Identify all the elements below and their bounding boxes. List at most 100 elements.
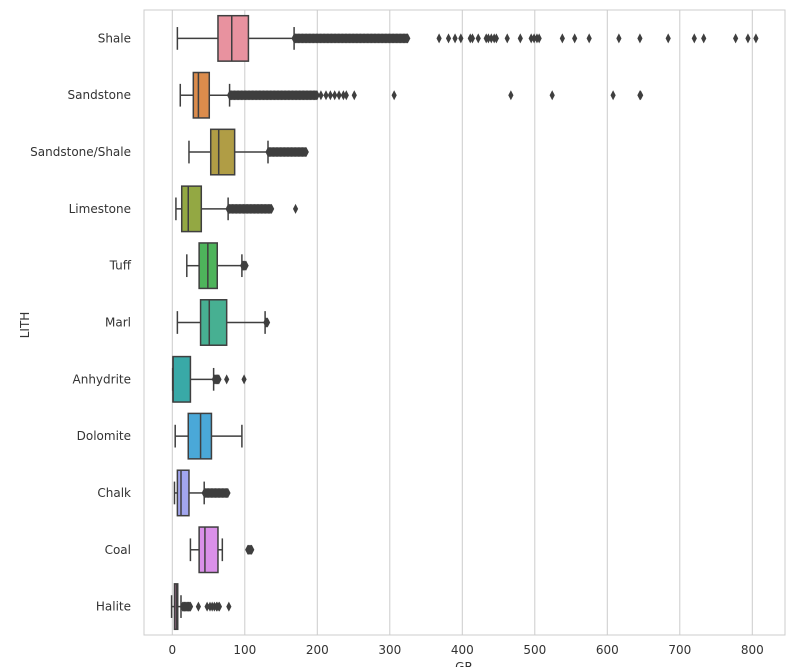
box-marl: [176, 299, 271, 346]
y-tick-label: Sandstone/Shale: [30, 145, 131, 159]
outlier-point: [493, 33, 499, 44]
x-tick-label: 100: [233, 643, 256, 657]
outlier-point: [528, 33, 534, 44]
box-sandstone: [179, 71, 644, 119]
y-tick-label: Shale: [98, 31, 131, 45]
outlier-point: [745, 33, 751, 44]
outlier-point: [488, 33, 494, 44]
outlier-point: [572, 33, 578, 44]
outlier-point: [318, 90, 324, 101]
outlier-point: [452, 33, 458, 44]
box-iqr: [176, 469, 190, 517]
boxes: [170, 14, 759, 631]
y-tick-label: Limestone: [69, 202, 131, 216]
x-tick-label: 800: [741, 643, 764, 657]
outlier-point: [332, 90, 338, 101]
plot-frame: [143, 9, 786, 636]
outlier-point: [340, 90, 346, 101]
x-axis-label: GR: [455, 660, 473, 667]
box-sandstone-shale: [188, 128, 309, 176]
outlier-point: [549, 90, 555, 101]
outlier-point: [475, 33, 481, 44]
outlier-point: [243, 260, 249, 271]
outlier-point: [303, 147, 309, 158]
x-tick-label: 700: [668, 643, 691, 657]
x-tick-label: 400: [451, 643, 474, 657]
gridlines: [171, 10, 753, 635]
outlier-point: [733, 33, 739, 44]
box-tuff: [186, 242, 249, 290]
x-tick-label: 0: [168, 643, 176, 657]
box-iqr: [192, 71, 211, 119]
outlier-point: [292, 203, 299, 214]
outlier-point: [327, 90, 333, 101]
x-tick-label: 300: [378, 643, 401, 657]
x-tick-label: 200: [306, 643, 329, 657]
outlier-point: [638, 90, 644, 101]
outlier-point: [665, 33, 671, 44]
outlier-point: [637, 33, 643, 44]
box-halite: [170, 583, 232, 631]
outlier-point: [249, 544, 255, 555]
outlier-point: [701, 33, 707, 44]
y-tick-label: Chalk: [97, 486, 131, 500]
outlier-point: [241, 374, 247, 385]
y-tick-label: Anhydrite: [73, 372, 132, 386]
outlier-point: [504, 33, 510, 44]
box-coal: [189, 526, 255, 574]
outlier-point: [445, 33, 452, 44]
box-shale: [176, 14, 759, 62]
y-tick-label: Coal: [105, 543, 131, 557]
outlier-point: [216, 374, 222, 385]
outlier-point: [405, 33, 411, 44]
outlier-point: [323, 90, 329, 101]
outlier-point: [204, 601, 210, 612]
outlier-point: [225, 487, 231, 498]
outlier-point: [610, 90, 616, 101]
box-iqr: [209, 128, 236, 176]
outlier-point: [351, 90, 357, 101]
outlier-point: [224, 374, 230, 385]
outlier-point: [216, 601, 223, 612]
box-iqr: [172, 355, 192, 403]
outlier-point: [469, 33, 476, 44]
outlier-point: [195, 601, 201, 612]
outlier-point: [226, 601, 232, 612]
outlier-point: [269, 203, 275, 214]
box-iqr: [199, 299, 228, 346]
y-tick-label: Tuff: [109, 259, 132, 273]
y-tick-label: Sandstone: [68, 88, 131, 102]
outlier-point: [586, 33, 592, 44]
box-iqr: [180, 185, 203, 233]
x-tick-label: 500: [523, 643, 546, 657]
outlier-point: [343, 90, 349, 101]
outlier-point: [264, 317, 271, 328]
x-tick-labels: 0 100 200 300 400 500 600 700 800: [168, 643, 763, 657]
box-limestone: [175, 185, 299, 233]
outlier-point: [485, 33, 491, 44]
box-anhydrite: [171, 355, 247, 403]
outlier-point: [616, 33, 622, 44]
outlier-point: [391, 90, 397, 101]
outlier-point: [508, 90, 514, 101]
y-tick-label: Dolomite: [77, 429, 131, 443]
y-tick-label: Marl: [105, 316, 131, 330]
outlier-point: [314, 90, 320, 101]
box-dolomite: [174, 412, 243, 460]
box-iqr: [217, 14, 250, 62]
outlier-point: [531, 33, 537, 44]
outlier-point: [187, 601, 194, 612]
box-iqr: [198, 526, 219, 574]
outlier-point: [336, 90, 342, 101]
outlier-point: [458, 33, 464, 44]
outlier-point: [517, 33, 523, 44]
outlier-point: [753, 33, 759, 44]
x-tick-label: 600: [596, 643, 619, 657]
outlier-point: [536, 33, 542, 44]
box-chalk: [173, 469, 231, 517]
y-axis-label: LITH: [18, 312, 32, 339]
outlier-point: [559, 33, 565, 44]
outlier-point: [436, 33, 442, 44]
y-tick-label: Halite: [96, 600, 131, 614]
